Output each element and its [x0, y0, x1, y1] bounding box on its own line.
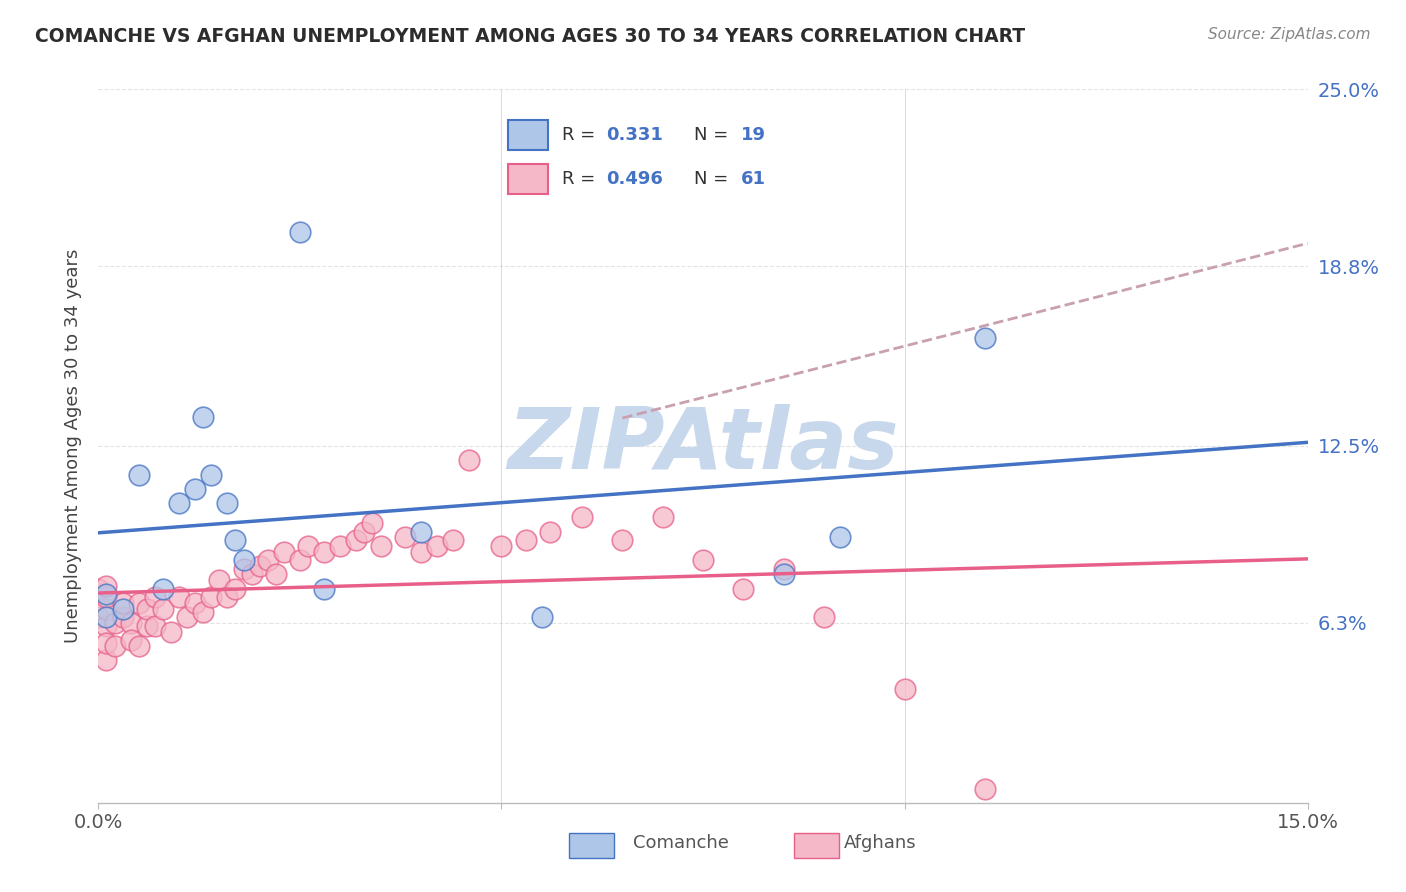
- Point: [353, 524, 375, 539]
- Point: [184, 482, 207, 496]
- Point: [217, 496, 239, 510]
- Point: [426, 539, 449, 553]
- Point: [441, 533, 464, 548]
- Point: [571, 510, 593, 524]
- Point: [974, 330, 997, 344]
- Point: [135, 619, 157, 633]
- Point: [120, 615, 142, 630]
- Point: [152, 582, 174, 596]
- Point: [152, 601, 174, 615]
- Point: [103, 639, 125, 653]
- Point: [288, 225, 311, 239]
- Point: [217, 591, 239, 605]
- Point: [273, 544, 295, 558]
- Point: [893, 681, 915, 696]
- Point: [249, 558, 271, 573]
- Point: [87, 582, 110, 596]
- Point: [111, 601, 134, 615]
- Point: [232, 562, 254, 576]
- Point: [193, 605, 215, 619]
- Point: [361, 516, 384, 530]
- Point: [96, 619, 118, 633]
- Point: [184, 596, 207, 610]
- Y-axis label: Unemployment Among Ages 30 to 34 years: Unemployment Among Ages 30 to 34 years: [63, 249, 82, 643]
- Point: [651, 510, 673, 524]
- Point: [314, 544, 336, 558]
- Point: [96, 601, 118, 615]
- Text: COMANCHE VS AFGHAN UNEMPLOYMENT AMONG AGES 30 TO 34 YEARS CORRELATION CHART: COMANCHE VS AFGHAN UNEMPLOYMENT AMONG AG…: [35, 27, 1025, 45]
- Point: [120, 633, 142, 648]
- Point: [224, 582, 246, 596]
- Point: [264, 567, 287, 582]
- Point: [87, 610, 110, 624]
- Point: [128, 467, 150, 482]
- Point: [288, 553, 311, 567]
- Point: [167, 591, 190, 605]
- Point: [111, 610, 134, 624]
- Point: [692, 553, 714, 567]
- Point: [96, 636, 118, 650]
- Point: [96, 591, 118, 605]
- Point: [344, 533, 367, 548]
- Point: [491, 539, 513, 553]
- Point: [208, 573, 231, 587]
- Point: [128, 639, 150, 653]
- Point: [314, 582, 336, 596]
- Point: [103, 615, 125, 630]
- Point: [538, 524, 561, 539]
- Point: [370, 539, 392, 553]
- FancyBboxPatch shape: [794, 833, 839, 858]
- Point: [143, 619, 166, 633]
- FancyBboxPatch shape: [569, 833, 614, 858]
- Point: [193, 410, 215, 425]
- Point: [612, 533, 634, 548]
- Point: [530, 610, 553, 624]
- Text: Afghans: Afghans: [844, 834, 917, 852]
- Point: [167, 496, 190, 510]
- Point: [143, 591, 166, 605]
- Point: [240, 567, 263, 582]
- Text: ZIPAtlas: ZIPAtlas: [508, 404, 898, 488]
- Point: [828, 530, 851, 544]
- Point: [96, 610, 118, 624]
- Point: [297, 539, 319, 553]
- Point: [256, 553, 278, 567]
- Text: Comanche: Comanche: [633, 834, 728, 852]
- Point: [409, 524, 432, 539]
- Point: [160, 624, 183, 639]
- Point: [232, 553, 254, 567]
- Point: [515, 533, 537, 548]
- Point: [135, 601, 157, 615]
- Point: [96, 653, 118, 667]
- Text: Source: ZipAtlas.com: Source: ZipAtlas.com: [1208, 27, 1371, 42]
- Point: [329, 539, 352, 553]
- Point: [200, 467, 222, 482]
- Point: [111, 596, 134, 610]
- Point: [772, 567, 794, 582]
- Point: [200, 591, 222, 605]
- Point: [176, 610, 198, 624]
- Point: [733, 582, 755, 596]
- Point: [409, 544, 432, 558]
- Point: [96, 579, 118, 593]
- Point: [974, 781, 997, 796]
- Point: [394, 530, 416, 544]
- Point: [96, 587, 118, 601]
- Point: [224, 533, 246, 548]
- Point: [813, 610, 835, 624]
- Point: [772, 562, 794, 576]
- Point: [458, 453, 481, 467]
- Point: [128, 596, 150, 610]
